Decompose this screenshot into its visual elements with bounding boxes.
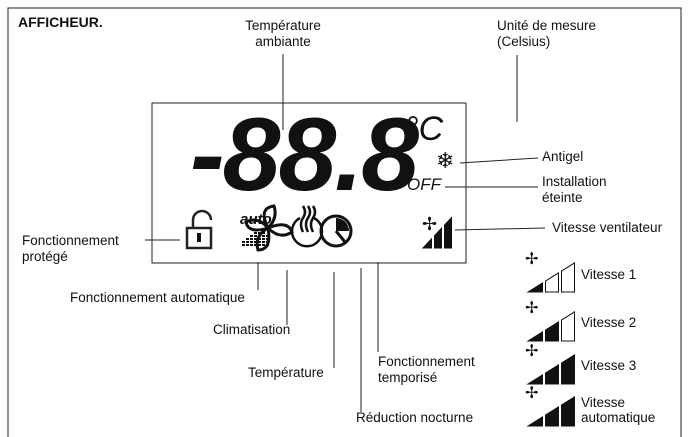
ramp-segment	[545, 406, 559, 427]
eq-bar	[258, 232, 261, 234]
eq-bar	[254, 241, 257, 243]
eq-bar	[242, 241, 245, 243]
ramp-segment	[526, 282, 543, 293]
ramp-segment	[421, 237, 432, 249]
speed-label: Vitesse 2	[581, 315, 636, 330]
ramp-segment	[526, 374, 543, 385]
label: Température	[245, 18, 321, 33]
ramp-segment	[526, 416, 543, 427]
clock-icon	[319, 214, 353, 248]
speed-label: automatique	[581, 410, 655, 425]
ramp-segment	[545, 321, 559, 342]
ramp-segment	[561, 396, 575, 427]
label: Installation	[542, 174, 607, 189]
speed-label: Vitesse 3	[581, 358, 636, 373]
eq-bar	[254, 235, 257, 237]
digits: -88.8	[190, 97, 419, 213]
small-fan: ✢	[422, 214, 437, 234]
title: AFFICHEUR.	[18, 14, 103, 30]
ramp-segment	[545, 272, 559, 293]
speed-fan: ✢	[525, 251, 538, 268]
label: Antigel	[542, 149, 583, 164]
speed-fan: ✢	[525, 300, 538, 317]
label: Température	[248, 365, 324, 380]
frame	[7, 7, 682, 437]
eq-bar	[254, 232, 257, 234]
speed-fan: ✢	[525, 343, 538, 360]
eq-bar	[246, 244, 249, 246]
label: Fonctionnement	[22, 233, 119, 248]
label: Réduction nocturne	[356, 410, 473, 425]
label: Climatisation	[213, 322, 290, 337]
eq-bar	[258, 241, 261, 243]
eq-bar	[250, 241, 253, 243]
label: Fonctionnement automatique	[70, 290, 245, 305]
ramp-segment	[434, 227, 442, 249]
eq-bar	[246, 241, 249, 243]
speed-ramps	[421, 216, 575, 427]
speed-fan: ✢	[525, 385, 538, 402]
leader-lines	[145, 54, 546, 412]
label: (Celsius)	[497, 34, 550, 49]
eq-bar	[242, 244, 245, 246]
lock-icon	[185, 209, 213, 250]
label: ambiante	[255, 34, 311, 49]
eq-bar	[262, 235, 265, 237]
eq-bar	[262, 241, 265, 243]
speed-label: Vitesse	[581, 395, 625, 410]
eq-bar	[250, 235, 253, 237]
ramp-segment	[545, 364, 559, 385]
label: Fonctionnement	[378, 354, 475, 369]
lcd-frame	[151, 102, 467, 264]
ramp-segment	[526, 331, 543, 342]
ramp-segment	[561, 262, 575, 293]
label: temporisé	[378, 370, 437, 385]
ramp-segment	[561, 354, 575, 385]
off-text: OFF	[407, 175, 443, 194]
ramp-segment	[561, 311, 575, 342]
snowflake: ❄	[436, 148, 454, 173]
eq-bar	[262, 238, 265, 240]
label: éteinte	[542, 190, 583, 205]
label: Unité de mesure	[497, 18, 596, 33]
eq-bar	[250, 244, 253, 246]
fan-icon	[244, 204, 294, 252]
eq-bar	[254, 244, 257, 246]
speed-label: Vitesse 1	[581, 267, 636, 282]
eq-bar	[258, 244, 261, 246]
eq-bar	[246, 238, 249, 240]
label: protégé	[22, 249, 68, 264]
ramp-segment	[444, 216, 452, 249]
eq-bar	[262, 244, 265, 246]
eq-bar	[254, 238, 257, 240]
unit: °C	[405, 110, 444, 148]
eq-bar	[250, 238, 253, 240]
label: Vitesse ventilateur	[552, 220, 663, 235]
